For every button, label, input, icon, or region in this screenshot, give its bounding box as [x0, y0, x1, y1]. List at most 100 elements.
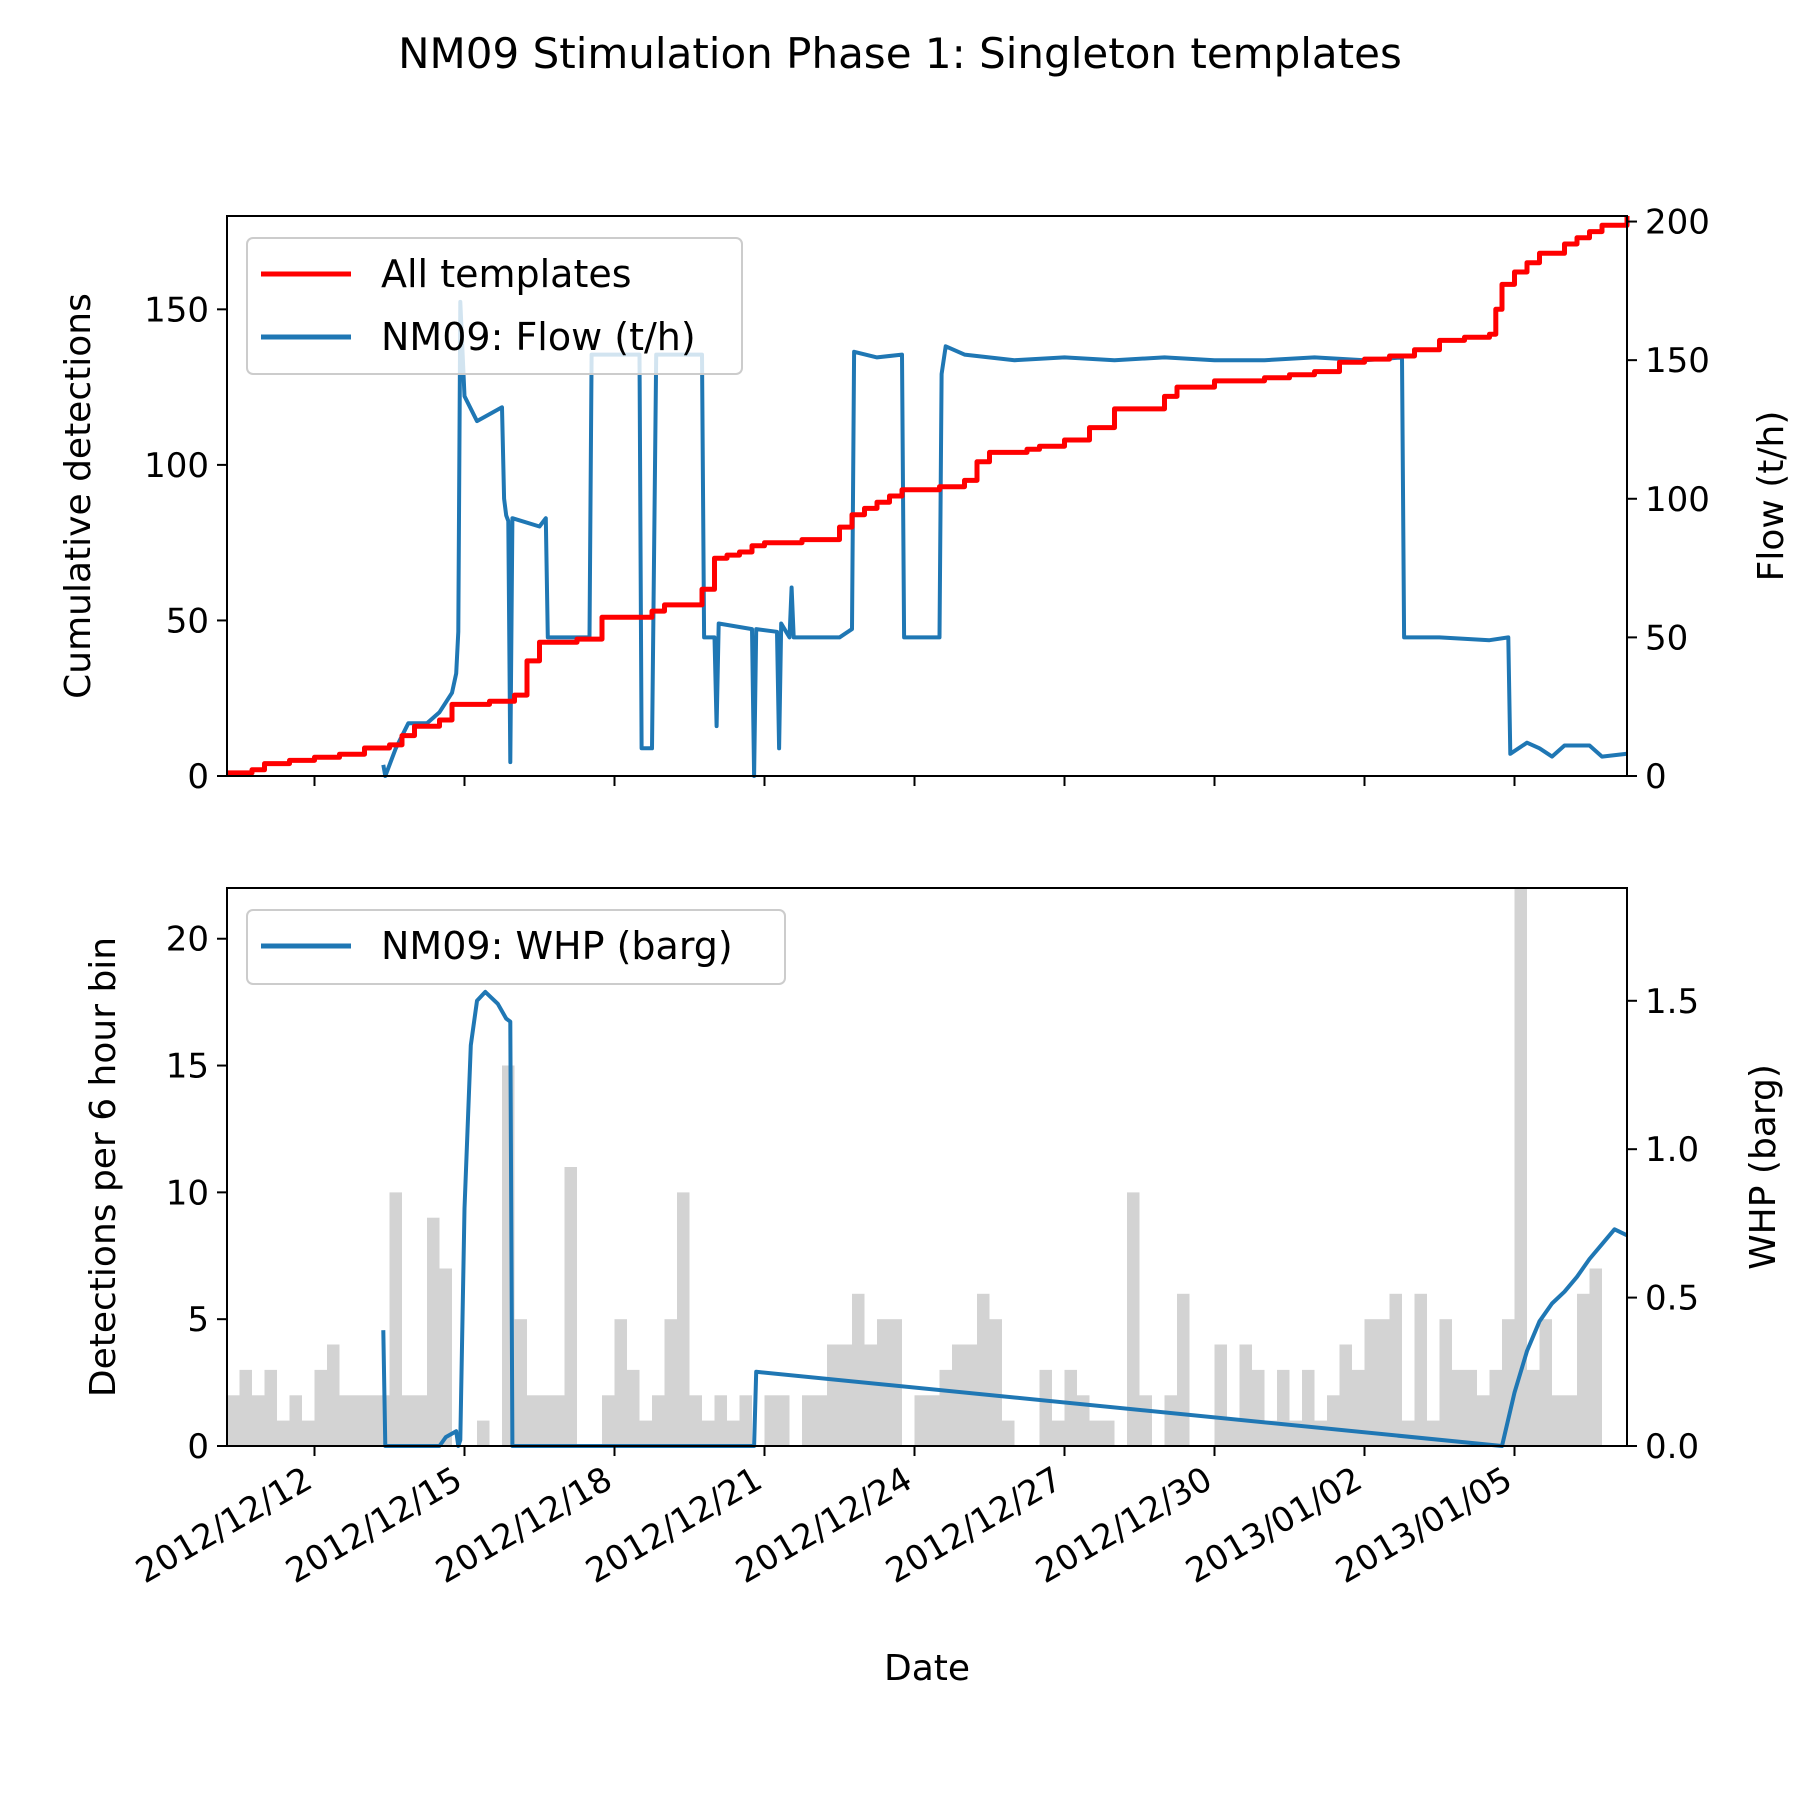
bottom-legend: NM09: WHP (barg) — [246, 909, 786, 985]
histogram-bar — [1477, 1395, 1490, 1446]
histogram-bar — [1577, 1293, 1590, 1446]
series-line-all-templates — [227, 216, 1630, 776]
bottom-y-tick-label: 10 — [166, 1173, 209, 1213]
histogram-bar — [814, 1395, 827, 1446]
histogram-bar — [739, 1395, 752, 1446]
histogram-bar — [527, 1395, 540, 1446]
histogram-bar — [402, 1395, 415, 1446]
histogram-bar — [364, 1395, 377, 1446]
histogram-bar — [677, 1192, 690, 1446]
histogram-bar — [864, 1344, 877, 1446]
bottom-series-layer — [381, 989, 1628, 1448]
top-legend: All templates NM09: Flow (t/h) — [246, 237, 743, 375]
histogram-bar — [1127, 1192, 1140, 1446]
histogram-bar — [1452, 1369, 1465, 1446]
bottom-y-tick-label: 15 — [166, 1047, 209, 1087]
top-y-tick-label: 150 — [144, 290, 209, 330]
histogram-bar — [714, 1395, 727, 1446]
top-series-layer — [227, 216, 1630, 778]
top-axes-frame — [226, 215, 1628, 777]
bottom-y2-tick-label: 1.0 — [1645, 1130, 1699, 1170]
histogram-bar — [889, 1319, 902, 1446]
histogram-bar — [1427, 1420, 1440, 1446]
histogram-bar — [702, 1420, 715, 1446]
histogram-bar — [539, 1395, 552, 1446]
histogram-bar — [1377, 1319, 1390, 1446]
histogram-bar — [239, 1369, 252, 1446]
top-panel: 0 50 100 150 0 50 100 150 200 Cumulative detecti… — [58, 203, 1792, 797]
histogram-bar — [1414, 1293, 1427, 1446]
bottom-legend-box — [246, 909, 786, 985]
histogram-bar — [1214, 1344, 1227, 1446]
top-legend-box — [246, 237, 743, 375]
histogram-bar — [827, 1344, 840, 1446]
histogram-bar — [252, 1395, 265, 1446]
histogram-bar — [1514, 888, 1527, 1446]
histogram-bar — [352, 1395, 365, 1446]
histogram-bar — [1064, 1369, 1077, 1446]
histogram-bar — [414, 1395, 427, 1446]
top-y-axis-label: Cumulative detections — [58, 293, 99, 699]
histogram-bar — [964, 1344, 977, 1446]
bottom-y2-tick-label: 0.0 — [1645, 1427, 1699, 1467]
bottom-y-axis-label: Detections per 6 hour bin — [83, 937, 124, 1397]
histogram-bar — [552, 1395, 565, 1446]
histogram-bar — [914, 1395, 927, 1446]
histogram-bar — [1052, 1420, 1065, 1446]
histogram-bar — [927, 1395, 940, 1446]
histogram-bar — [1352, 1369, 1365, 1446]
histogram-bar — [1002, 1420, 1015, 1446]
histogram-bar — [1552, 1395, 1565, 1446]
top-y-tick-label: 50 — [166, 601, 209, 641]
histogram-bar — [1277, 1369, 1290, 1446]
histogram-bar — [1164, 1395, 1177, 1446]
histogram-bar — [1389, 1293, 1402, 1446]
figure-title: NM09 Stimulation Phase 1: Singleton temp… — [398, 29, 1402, 78]
top-y-tick-label: 0 — [187, 757, 209, 797]
histogram-bar — [1239, 1344, 1252, 1446]
histogram-bar — [264, 1369, 277, 1446]
histogram-bar — [1177, 1293, 1190, 1446]
histogram-bar — [1227, 1420, 1240, 1446]
histogram-bar — [327, 1344, 340, 1446]
legend-label-whp: NM09: WHP (barg) — [381, 924, 733, 968]
histogram-bar — [1089, 1420, 1102, 1446]
histogram-bar — [1039, 1369, 1052, 1446]
histogram-bar — [427, 1217, 440, 1446]
series-line-nm09-whp — [381, 989, 1628, 1448]
top-y2-tick-label: 100 — [1645, 480, 1710, 520]
top-y2-tick-label: 0 — [1645, 757, 1667, 797]
histogram-bar — [1139, 1395, 1152, 1446]
legend-label-flow: NM09: Flow (t/h) — [381, 315, 696, 359]
histogram-bar — [564, 1167, 577, 1446]
histogram-bar — [1464, 1369, 1477, 1446]
histogram-bar — [1102, 1420, 1115, 1446]
bottom-y2-axis-label: WHP (barg) — [1743, 1064, 1784, 1270]
x-axis-label: Date — [884, 1648, 970, 1689]
histogram-bar — [389, 1192, 402, 1446]
histogram-bar — [852, 1293, 865, 1446]
histogram-bar — [602, 1395, 615, 1446]
top-y2-tick-label: 150 — [1645, 341, 1710, 381]
bottom-y-tick-label: 20 — [166, 920, 209, 960]
histogram-bar — [289, 1395, 302, 1446]
histogram-bar — [1327, 1395, 1340, 1446]
histogram-bar — [1439, 1319, 1452, 1446]
histogram-bar — [1314, 1420, 1327, 1446]
top-y-tick-label: 100 — [144, 446, 209, 486]
histogram-bar — [989, 1319, 1002, 1446]
histogram-bar — [314, 1369, 327, 1446]
histogram-bar — [639, 1420, 652, 1446]
histogram-bar — [802, 1395, 815, 1446]
histogram-bar — [727, 1420, 740, 1446]
top-y2-tick-label: 200 — [1645, 203, 1710, 243]
histogram-bar — [1302, 1369, 1315, 1446]
bottom-y2-tick-label: 1.5 — [1645, 982, 1699, 1022]
bottom-y2-tick-label: 0.5 — [1645, 1279, 1699, 1319]
histogram-bar — [1527, 1369, 1540, 1446]
top-y2-tick-label: 50 — [1645, 618, 1688, 658]
top-y2-axis-label: Flow (t/h) — [1751, 411, 1792, 582]
series-line-nm09-flow-t-h — [381, 299, 1628, 778]
histogram-bar — [839, 1344, 852, 1446]
histogram-bar — [1489, 1369, 1502, 1446]
